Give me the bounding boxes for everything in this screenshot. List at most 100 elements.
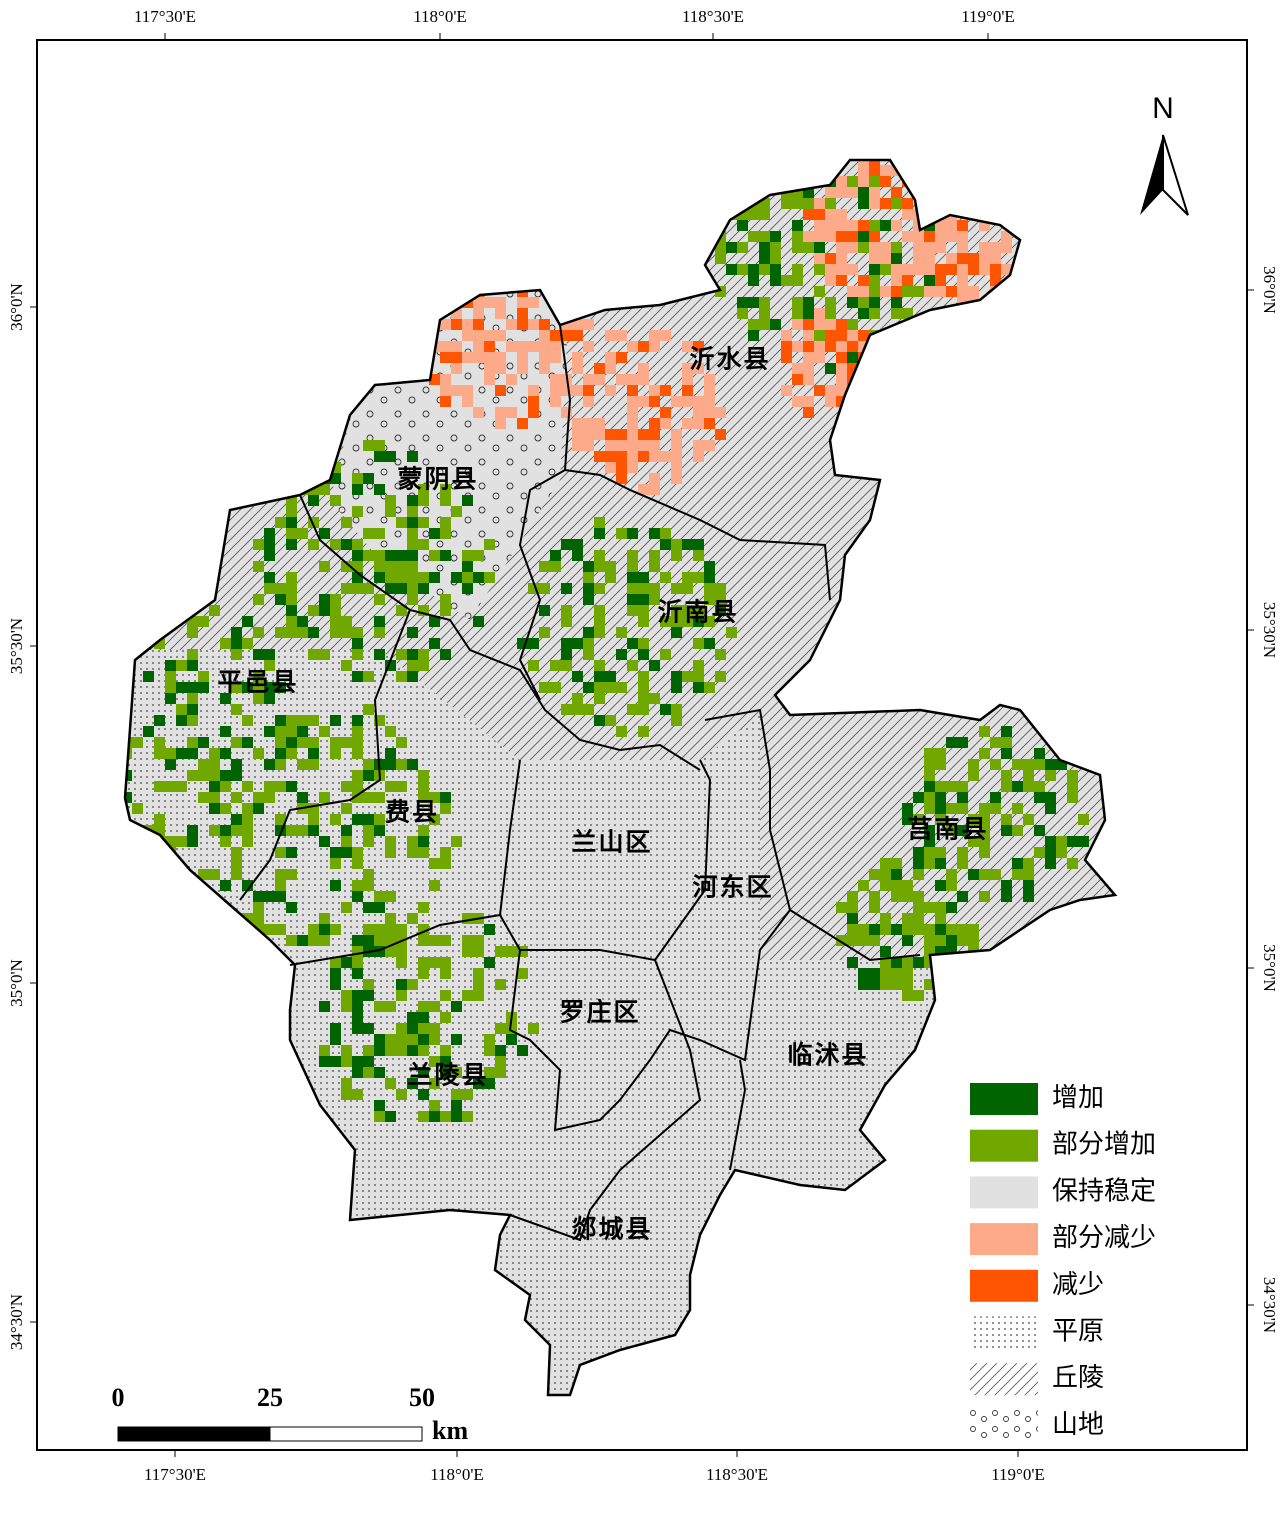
change-cell — [418, 649, 429, 660]
change-cell — [924, 957, 935, 968]
change-cell — [132, 803, 143, 814]
change-cell — [308, 495, 319, 506]
change-cell — [341, 990, 352, 1001]
change-cell — [176, 748, 187, 759]
change-cell — [242, 825, 253, 836]
change-cell — [132, 627, 143, 638]
change-cell — [770, 319, 781, 330]
change-cell — [660, 330, 671, 341]
change-cell — [891, 968, 902, 979]
change-cell — [451, 1001, 462, 1012]
change-cell — [583, 385, 594, 396]
change-cell — [385, 781, 396, 792]
change-cell — [319, 484, 330, 495]
change-cell — [814, 330, 825, 341]
change-cell — [473, 572, 484, 583]
change-cell — [913, 176, 924, 187]
change-cell — [330, 495, 341, 506]
scale-bar: 0 25 50 km — [112, 1383, 469, 1445]
change-cell — [220, 770, 231, 781]
change-cell — [308, 748, 319, 759]
change-cell — [66, 638, 77, 649]
change-cell — [858, 198, 869, 209]
change-cell — [319, 561, 330, 572]
change-cell — [594, 682, 605, 693]
change-cell — [264, 539, 275, 550]
change-cell — [363, 704, 374, 715]
change-cell — [891, 220, 902, 231]
change-cell — [363, 935, 374, 946]
change-cell — [132, 627, 143, 638]
change-cell — [836, 264, 847, 275]
change-cell — [594, 715, 605, 726]
change-cell — [440, 550, 451, 561]
change-cell — [792, 363, 803, 374]
change-cell — [858, 231, 869, 242]
change-cell — [803, 308, 814, 319]
change-cell — [792, 275, 803, 286]
change-cell — [638, 605, 649, 616]
region-label: 平邑县 — [217, 670, 298, 697]
change-cell — [319, 913, 330, 924]
change-cell — [616, 330, 627, 341]
change-cell — [110, 693, 121, 704]
change-cell — [770, 176, 781, 187]
change-cell — [715, 649, 726, 660]
change-cell — [924, 770, 935, 781]
change-cell — [968, 924, 979, 935]
change-cell — [407, 550, 418, 561]
change-cell — [407, 517, 418, 528]
region-label: 兰陵县 — [407, 1061, 488, 1090]
change-cell — [132, 616, 143, 627]
arrow-right — [1162, 134, 1189, 216]
change-cell — [649, 484, 660, 495]
change-cell — [660, 407, 671, 418]
change-cell — [209, 825, 220, 836]
change-cell — [429, 814, 440, 825]
change-cell — [44, 671, 55, 682]
change-cell — [1067, 792, 1078, 803]
change-cell — [550, 682, 561, 693]
change-cell — [803, 165, 814, 176]
change-cell — [66, 638, 77, 649]
change-cell — [99, 737, 110, 748]
change-cell — [1045, 759, 1056, 770]
change-cell — [781, 352, 792, 363]
change-cell — [627, 561, 638, 572]
region-label: 费县 — [385, 799, 439, 827]
change-cell — [418, 605, 429, 616]
change-cell — [561, 660, 572, 671]
change-cell — [550, 396, 561, 407]
change-cell — [209, 770, 220, 781]
change-cell — [572, 352, 583, 363]
change-cell — [616, 682, 627, 693]
change-cell — [440, 935, 451, 946]
change-cell — [341, 1078, 352, 1089]
change-cell — [33, 660, 44, 671]
change-cell — [726, 627, 737, 638]
change-cell — [803, 209, 814, 220]
change-cell — [847, 363, 858, 374]
change-cell — [1001, 825, 1012, 836]
change-cell — [132, 605, 143, 616]
change-cell — [352, 990, 363, 1001]
change-cell — [418, 1023, 429, 1034]
change-cell — [99, 649, 110, 660]
change-cell — [770, 253, 781, 264]
change-cell — [935, 748, 946, 759]
change-cell — [418, 539, 429, 550]
change-cell — [396, 649, 407, 660]
change-cell — [748, 209, 759, 220]
change-cell — [363, 792, 374, 803]
change-cell — [528, 407, 539, 418]
change-cell — [693, 572, 704, 583]
change-cell — [110, 682, 121, 693]
change-cell — [968, 770, 979, 781]
change-cell — [495, 352, 506, 363]
change-cell — [286, 583, 297, 594]
change-cell — [418, 1089, 429, 1100]
change-cell — [990, 737, 1001, 748]
change-cell — [396, 671, 407, 682]
change-cell — [902, 198, 913, 209]
change-cell — [231, 649, 242, 660]
